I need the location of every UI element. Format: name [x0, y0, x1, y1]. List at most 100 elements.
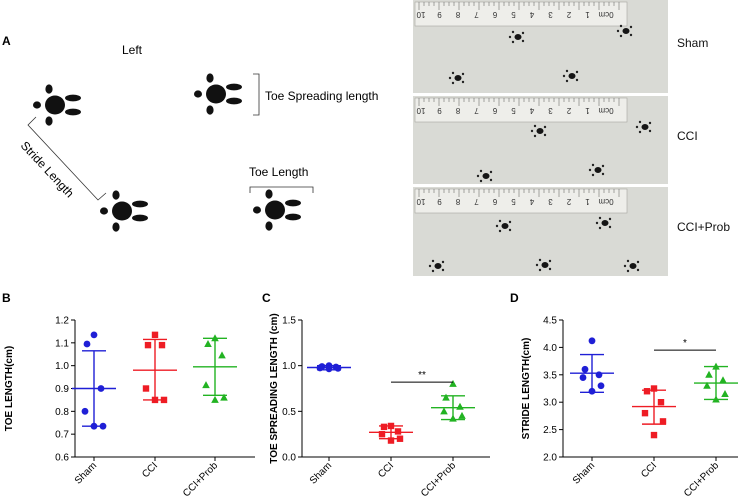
- chart-b-toe-length: 0.6 0.7 0.8 0.9 1.0 1.1 1.2 TOE LENGTH(cm) Sham C…: [4, 316, 255, 499]
- footprint-mark: [454, 75, 462, 81]
- data-point: [380, 423, 388, 431]
- data-point: [151, 396, 159, 404]
- ruler-number: 3: [548, 197, 553, 206]
- ruler-number: 0cm: [598, 197, 613, 206]
- ruler-number: 6: [492, 106, 497, 115]
- ruler-number: 9: [437, 106, 442, 115]
- y-tick-label: 4.5: [543, 316, 557, 327]
- data-point: [83, 340, 91, 348]
- data-point: [643, 388, 651, 395]
- footprint-toe: [489, 178, 493, 182]
- footprint-mark: [594, 167, 602, 173]
- panel-label-c: C: [262, 291, 271, 305]
- ruler-number: 1: [585, 106, 590, 115]
- ruler-number: 6: [492, 197, 497, 206]
- data-point: [218, 351, 226, 359]
- footprint-toe: [498, 219, 502, 223]
- data-point: [151, 331, 159, 339]
- ruler-number: 10: [416, 10, 425, 19]
- paw-print-toe-icon: [253, 189, 301, 231]
- data-point: [657, 399, 665, 406]
- footprint-toe: [441, 260, 445, 264]
- data-point: [394, 428, 402, 435]
- footprint-toe: [588, 168, 592, 172]
- y-tick-label: 1.1: [55, 338, 69, 349]
- footprint-toe: [601, 164, 605, 168]
- ruler-number: 0cm: [598, 106, 613, 115]
- footprint-mark: [541, 262, 549, 268]
- ruler-number: 8: [455, 197, 460, 206]
- y-tick-label: 0.9: [55, 384, 69, 395]
- footprint-toe: [489, 170, 493, 174]
- data-point: [597, 382, 605, 390]
- data-point: [449, 414, 457, 422]
- footprint-toe: [591, 163, 595, 167]
- footprint-toe: [533, 124, 537, 128]
- data-point: [220, 393, 228, 401]
- y-tick-label: 2.0: [543, 453, 557, 464]
- data-point: [721, 389, 729, 397]
- footprint-toe: [428, 264, 432, 268]
- footprint-mark: [568, 73, 576, 79]
- footprint-toe: [575, 78, 579, 82]
- y-tick-label: 1.2: [55, 316, 69, 327]
- data-point: [211, 395, 219, 403]
- footprint-toe: [608, 225, 612, 229]
- data-point: [90, 331, 98, 339]
- footprint-toe: [619, 34, 623, 38]
- y-tick-label: 1.5: [282, 316, 296, 327]
- footprint-toe: [479, 169, 483, 173]
- data-point: [458, 411, 466, 419]
- footprint-toe: [601, 172, 605, 176]
- data-point: [588, 337, 596, 345]
- footprint-toe: [498, 229, 502, 233]
- ruler: [414, 188, 628, 214]
- footprint-toe: [616, 29, 620, 33]
- x-tick-label: CCI: [376, 460, 396, 480]
- ruler-number: 8: [455, 106, 460, 115]
- footprint-toe: [623, 264, 627, 268]
- panel-label-a: A: [2, 34, 11, 48]
- x-tick-label: CCI+Prob: [419, 460, 458, 499]
- ruler-number: 9: [437, 197, 442, 206]
- y-tick-label: 0.8: [55, 407, 69, 418]
- paw-print-spread-icon: [194, 73, 242, 115]
- toe-spreading-label: Toe Spreading length: [265, 89, 378, 103]
- toe-spreading-bracket: [253, 73, 260, 116]
- footprint-toe: [629, 25, 633, 29]
- chart-d-stride-length: 2.0 2.5 3.0 3.5 4.0 4.5 STRIDE LENGTH(cm) Sham C…: [521, 316, 738, 499]
- ruler: [414, 1, 628, 27]
- footprint-mark: [629, 263, 637, 269]
- ruler-number: 2: [566, 10, 571, 19]
- ruler-number: 7: [474, 10, 479, 19]
- left-label: Left: [122, 43, 143, 57]
- significance-label: **: [418, 370, 426, 381]
- footprint-toe: [508, 35, 512, 39]
- ruler-number: 5: [511, 106, 516, 115]
- footprint-toe: [608, 217, 612, 221]
- footprint-toe: [548, 259, 552, 263]
- y-tick-label: 0.7: [55, 430, 69, 441]
- footprint-toe: [508, 228, 512, 232]
- y-tick-label: 0.0: [282, 453, 296, 464]
- data-point: [719, 376, 727, 384]
- footprint-toe: [648, 121, 652, 125]
- data-point: [440, 407, 448, 415]
- data-point: [712, 362, 720, 370]
- footprint-photos: 10 9 8 7 6 5 4 3 2 1 0cm Sham 10 9 8 7 6 5 4 3 2 1 0cm CCI 10 9 8 7…: [413, 0, 730, 276]
- x-tick-label: Sham: [571, 460, 597, 486]
- data-point: [581, 365, 589, 373]
- data-point: [703, 381, 711, 389]
- footprint-toe: [575, 70, 579, 74]
- footprint-mark: [482, 173, 490, 179]
- data-point: [378, 430, 386, 438]
- data-point: [334, 365, 342, 372]
- ruler-number: 1: [585, 10, 590, 19]
- footprint-toe: [548, 267, 552, 271]
- ruler-number: 3: [548, 106, 553, 115]
- footprint-toe: [530, 129, 534, 133]
- x-tick-label: CCI: [140, 460, 160, 480]
- y-tick-label: 1.0: [55, 361, 69, 372]
